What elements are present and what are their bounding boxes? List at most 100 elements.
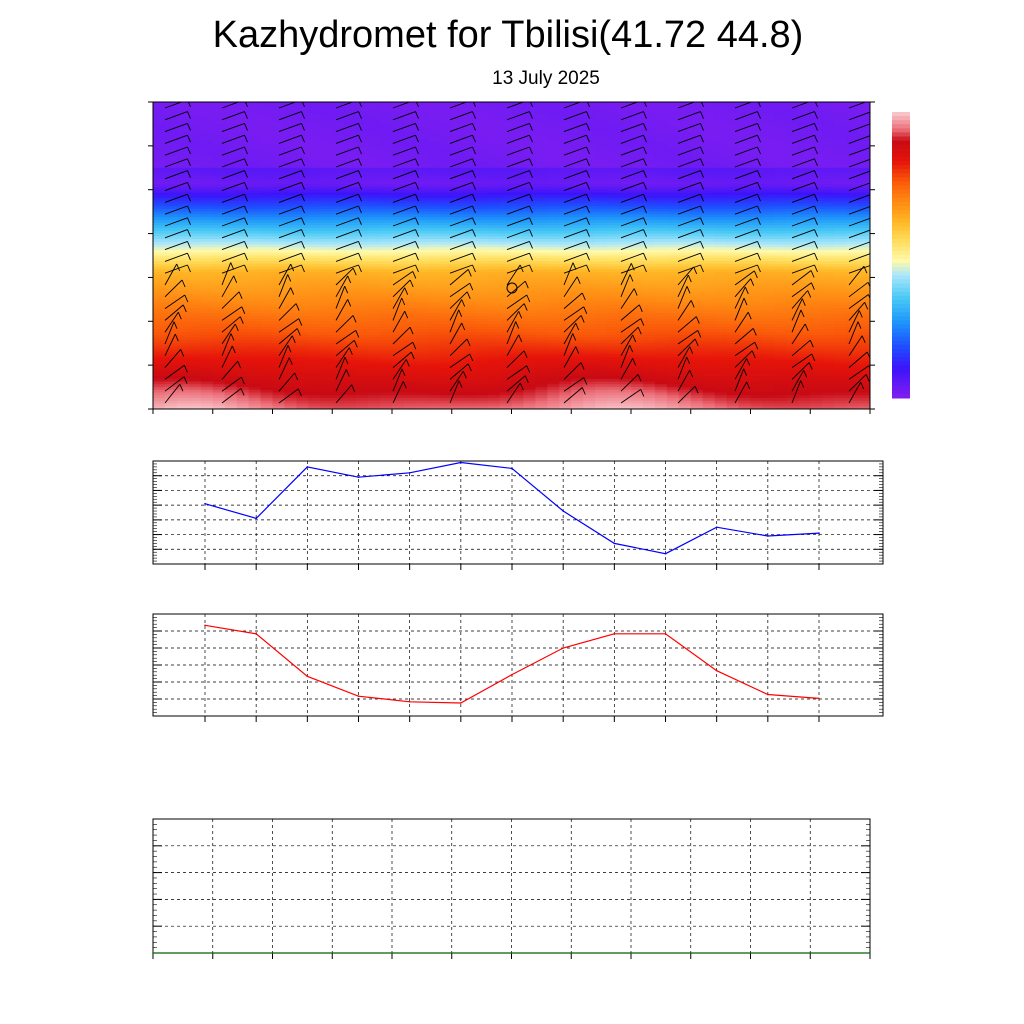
heatmap-cell [475,173,489,177]
heatmap-cell [248,178,262,183]
heatmap-cell [320,321,333,325]
heatmap-cell [164,241,178,246]
heatmap-cell [511,304,525,309]
heatmap-cell [344,288,357,292]
heatmap-cell [619,288,632,292]
heatmap-cell [320,162,333,166]
heatmap-cell [308,277,321,281]
heatmap-cell [344,274,357,279]
heatmap-cell [463,200,477,205]
heatmap-cell [164,228,178,232]
heatmap-cell [702,200,716,205]
heatmap-cell [153,156,166,161]
heatmap-cell [631,271,644,276]
heatmap-cell [439,280,453,284]
heatmap-cell [619,159,632,163]
heatmap-cell [487,211,501,215]
heatmap-cell [200,165,214,169]
heatmap-cell [463,156,477,161]
heatmap-cell [858,162,870,166]
heatmap-cell [296,107,309,111]
heatmap-cell [666,299,680,303]
heatmap-cell [463,129,477,133]
heatmap-cell [451,230,465,235]
heatmap-cell [858,263,870,268]
heatmap-cell [666,176,680,180]
heatmap-cell [774,321,787,325]
heatmap-cell [499,263,513,268]
heatmap-cell [642,255,656,259]
heatmap-cell [678,260,692,265]
heatmap-cell [236,230,250,235]
heatmap-cell [678,236,692,240]
heatmap-cell [583,255,596,259]
heatmap-cell [368,285,381,289]
heatmap-cell [666,178,680,183]
heatmap-cell [236,225,250,229]
heatmap-cell [248,219,262,224]
heatmap-cell [654,214,668,218]
heatmap-cell [834,145,847,150]
heatmap-cell [224,274,238,279]
heatmap-cell [296,274,309,279]
heatmap-cell [320,176,333,180]
heatmap-cell [224,186,238,191]
heatmap-cell [212,140,226,144]
heatmap-cell [834,189,847,194]
heatmap-cell [666,302,680,306]
heatmap-cell [272,307,286,311]
heatmap-cell [702,258,716,262]
heatmap-cell [571,102,584,106]
heatmap-cell [607,263,620,268]
heatmap-cell [810,321,823,325]
heatmap-cell [212,104,226,109]
heatmap-cell [547,110,560,114]
heatmap-cell [810,184,823,188]
heatmap-cell [403,132,417,136]
heatmap-cell [164,208,178,213]
heatmap-cell [403,247,417,251]
heatmap-cell [595,126,608,131]
heatmap-cell [356,280,369,284]
heatmap-cell [332,126,345,131]
heatmap-cell [559,321,572,325]
heatmap-cell [774,277,787,281]
heatmap-cell [595,315,608,320]
heatmap-cell [822,206,835,210]
heatmap-cell [236,280,250,284]
heatmap-cell [475,195,489,199]
heatmap-cell [547,321,560,325]
heatmap-cell [738,302,752,306]
heatmap-cell [834,233,847,237]
heatmap-cell [798,200,811,205]
heatmap-cell [296,288,309,292]
heatmap-cell [523,189,536,194]
heatmap-cell [595,184,608,188]
heatmap-cell [774,260,787,265]
heatmap-cell [559,219,572,224]
heatmap-cell [666,184,680,188]
heatmap-cell [332,324,345,328]
heatmap-cell [164,118,178,122]
heatmap-cell [344,156,357,161]
heatmap-cell [356,313,369,317]
heatmap-cell [368,274,381,279]
heatmap-cell [595,244,608,248]
heatmap-cell [714,110,728,114]
heatmap-cell [607,222,620,226]
heatmap-cell [200,123,214,128]
heatmap-cell [475,271,489,276]
heatmap-cell [559,222,572,226]
heatmap-cell [260,126,274,131]
heatmap-cell [535,260,548,265]
heatmap-cell [738,230,752,235]
heatmap-cell [690,211,704,215]
heatmap-cell [858,247,870,251]
heatmap-cell [595,121,608,125]
heatmap-cell [631,236,644,240]
heatmap-cell [511,252,525,257]
heatmap-cell [236,315,250,320]
heatmap-cell [308,156,321,161]
heatmap-cell [344,165,357,169]
heatmap-cell [642,250,656,254]
